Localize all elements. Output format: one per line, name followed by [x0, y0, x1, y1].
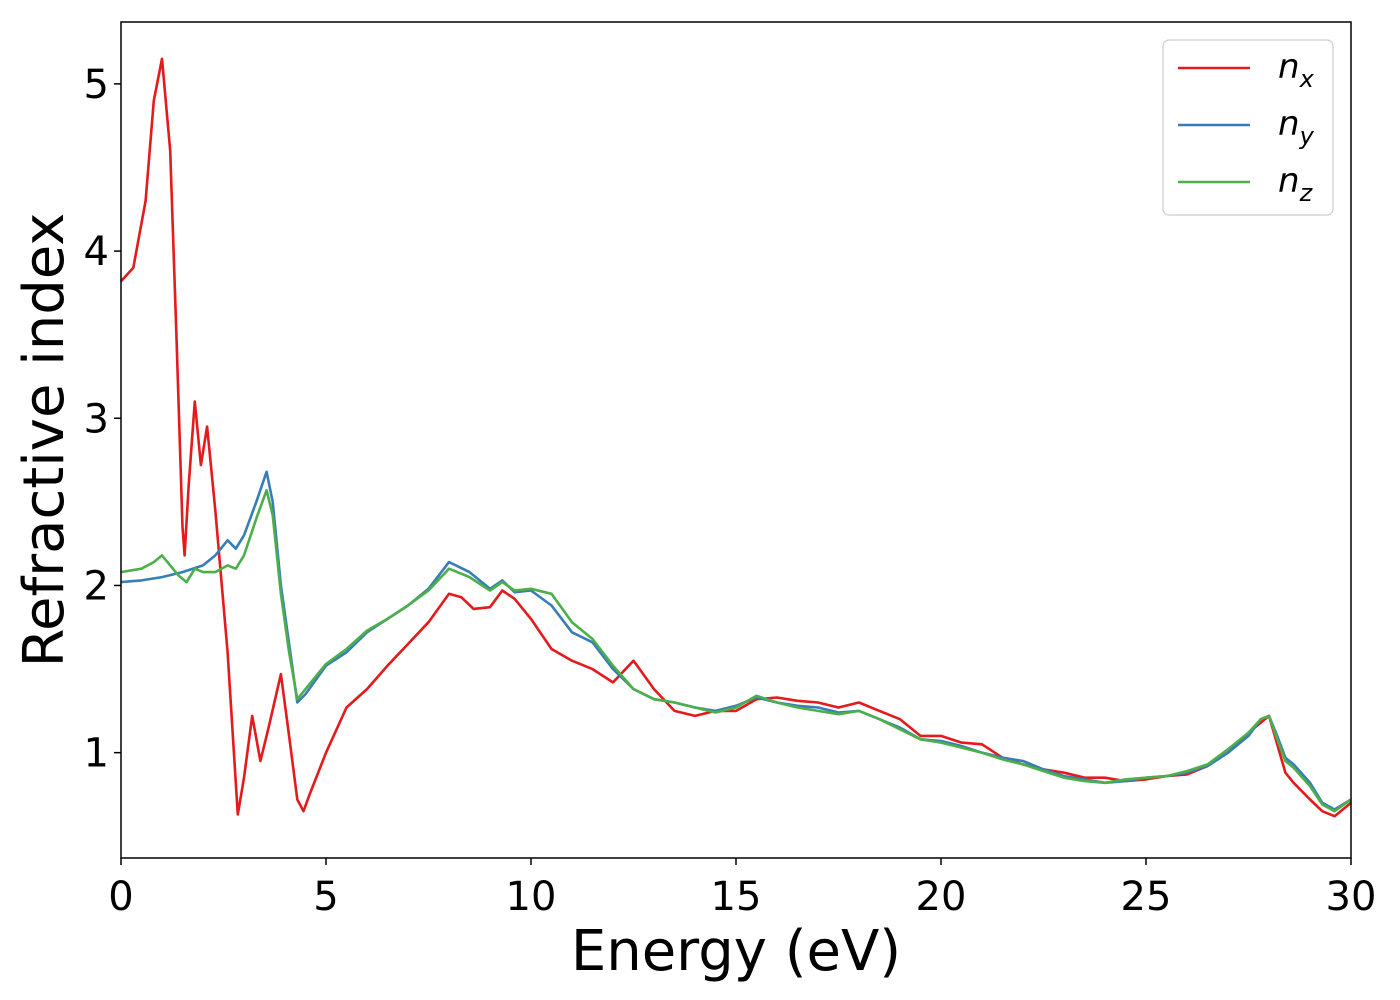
- series-lines: [120, 57, 1352, 818]
- x-tick-label: 15: [711, 874, 762, 920]
- y-axis-label: Refractive index: [12, 213, 77, 668]
- y-tick-label: 4: [84, 229, 109, 275]
- axis-ticks: 0 5 10 15 20 25 30 1 2 3 4 5: [84, 62, 1377, 920]
- x-tick-label: 25: [1121, 874, 1172, 920]
- x-tick-label: 20: [916, 874, 967, 920]
- legend-label-x: nx: [1278, 47, 1315, 93]
- y-tick-label: 5: [84, 62, 109, 108]
- x-tick-label: 5: [313, 874, 338, 920]
- legend-box: [1162, 39, 1334, 216]
- x-tick-label: 0: [108, 874, 133, 920]
- x-axis-label: Energy (eV): [571, 919, 901, 984]
- y-tick-label: 1: [84, 731, 109, 777]
- y-tick-label: 2: [84, 563, 109, 609]
- series-line-z: [120, 488, 1352, 813]
- series-line-y: [120, 470, 1352, 811]
- y-tick-label: 3: [84, 396, 109, 442]
- x-tick-label: 10: [506, 874, 557, 920]
- x-tick-label: 30: [1326, 874, 1377, 920]
